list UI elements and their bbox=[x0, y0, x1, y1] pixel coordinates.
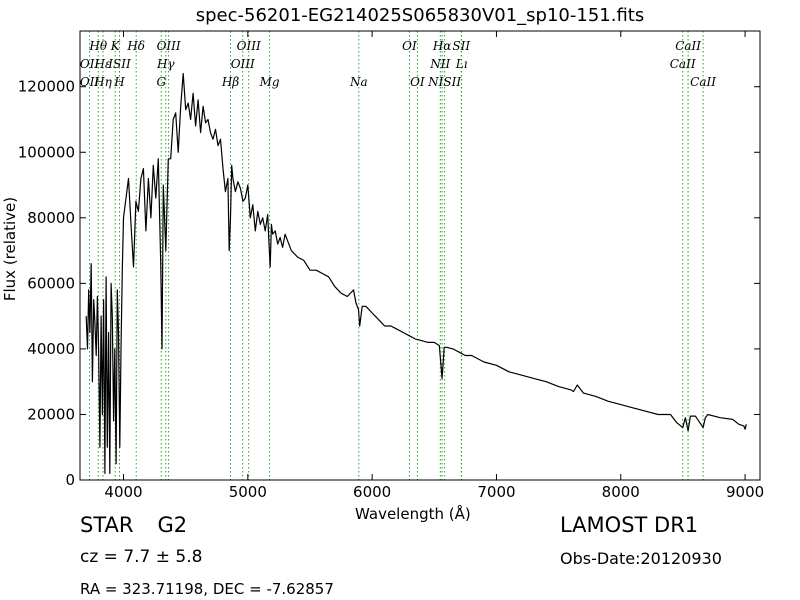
coordinates-label: RA = 323.71198, DEC = -7.62857 bbox=[80, 580, 334, 598]
y-tick-label: 0 bbox=[65, 471, 75, 489]
y-tick-label: 60000 bbox=[27, 274, 75, 292]
line-label: Hε bbox=[94, 57, 112, 71]
line-label: Hθ bbox=[88, 39, 107, 53]
line-label: Hα bbox=[432, 39, 452, 53]
y-tick-label: 120000 bbox=[18, 78, 75, 96]
y-tick-label: 40000 bbox=[27, 340, 75, 358]
line-label: CaII bbox=[690, 75, 716, 89]
line-label: Hγ bbox=[156, 57, 175, 71]
line-label: OI bbox=[410, 75, 425, 89]
plot-frame bbox=[79, 30, 761, 481]
line-label: OI bbox=[402, 39, 417, 53]
x-tick-label: 4000 bbox=[104, 483, 142, 501]
redshift-label: cz = 7.7 ± 5.8 bbox=[80, 547, 203, 567]
line-label: Hβ bbox=[221, 75, 239, 89]
line-label: Mg bbox=[259, 75, 280, 89]
x-tick-label: 9000 bbox=[726, 483, 764, 501]
y-tick-label: 100000 bbox=[18, 143, 75, 161]
line-label: K bbox=[110, 39, 121, 53]
class-label: STAR bbox=[80, 513, 134, 537]
x-tick-label: 5000 bbox=[229, 483, 267, 501]
x-tick-label: 8000 bbox=[602, 483, 640, 501]
line-label: Na bbox=[349, 75, 368, 89]
line-label: Hδ bbox=[126, 39, 145, 53]
line-label: NII bbox=[429, 57, 450, 71]
line-label: Lı bbox=[455, 57, 468, 71]
y-tick-label: 80000 bbox=[27, 209, 75, 227]
survey-label: LAMOST DR1 bbox=[560, 513, 699, 537]
x-axis-label: Wavelength (Å) bbox=[355, 505, 471, 523]
line-label: OII bbox=[80, 75, 100, 89]
line-label: OIII bbox=[237, 39, 261, 53]
y-axis-label: Flux (relative) bbox=[1, 196, 19, 302]
x-tick-label: 6000 bbox=[353, 483, 391, 501]
line-label: OIII bbox=[157, 39, 181, 53]
obs-date-label: Obs-Date:20120930 bbox=[560, 549, 722, 568]
line-label: OIII bbox=[231, 57, 255, 71]
subclass-label: G2 bbox=[157, 513, 188, 537]
line-label: ISII bbox=[107, 57, 131, 71]
line-label: OII bbox=[80, 57, 100, 71]
line-label: CaII bbox=[675, 39, 701, 53]
y-tick-label: 20000 bbox=[27, 405, 75, 423]
line-label: H bbox=[113, 75, 125, 89]
line-label: G bbox=[157, 75, 167, 89]
line-label: Hη bbox=[93, 75, 112, 89]
line-label: CaII bbox=[670, 57, 696, 71]
chart-title: spec-56201-EG214025S065830V01_sp10-151.f… bbox=[195, 5, 645, 26]
x-tick-label: 7000 bbox=[477, 483, 515, 501]
line-label: NISII bbox=[427, 75, 461, 89]
spectrum-line bbox=[85, 73, 747, 474]
line-label: SII bbox=[452, 39, 470, 53]
spectral-class: STAR G2 bbox=[80, 513, 187, 537]
